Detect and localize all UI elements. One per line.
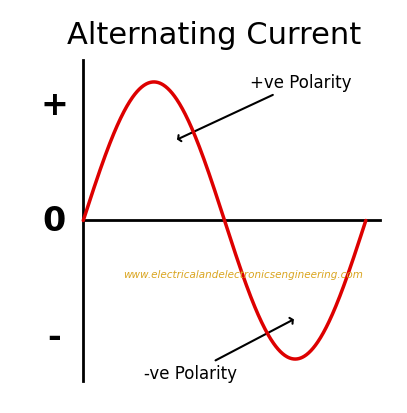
Text: www.electricalandelectronicsengineering.com: www.electricalandelectronicsengineering.…: [123, 269, 363, 279]
Text: +: +: [40, 88, 68, 121]
Text: -: -: [48, 320, 61, 354]
Text: -ve Polarity: -ve Polarity: [144, 318, 293, 382]
Text: Alternating Current: Alternating Current: [67, 21, 361, 50]
Text: +ve Polarity: +ve Polarity: [178, 74, 351, 142]
Text: 0: 0: [43, 204, 66, 237]
